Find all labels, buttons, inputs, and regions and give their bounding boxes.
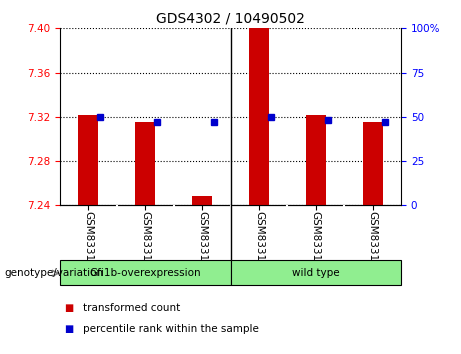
Text: GSM833178: GSM833178 (83, 211, 94, 274)
Text: GSM833179: GSM833179 (311, 211, 321, 274)
Text: GSM833181: GSM833181 (367, 211, 378, 274)
Bar (230, 260, 401, 285)
Bar (135, 122, 155, 205)
Text: GSM833177: GSM833177 (254, 211, 264, 274)
Text: GSM833180: GSM833180 (140, 211, 150, 274)
Title: GDS4302 / 10490502: GDS4302 / 10490502 (156, 12, 305, 26)
Bar (192, 196, 212, 205)
Bar (60, 260, 230, 285)
Text: percentile rank within the sample: percentile rank within the sample (83, 324, 259, 334)
Text: wild type: wild type (292, 268, 340, 278)
Text: transformed count: transformed count (83, 303, 180, 313)
Text: ■: ■ (65, 324, 74, 334)
Bar (249, 28, 269, 205)
Text: Gfi1b-overexpression: Gfi1b-overexpression (89, 268, 201, 278)
Text: ■: ■ (65, 303, 74, 313)
Text: GSM833182: GSM833182 (197, 211, 207, 274)
Bar (306, 115, 326, 205)
Text: genotype/variation: genotype/variation (5, 268, 104, 278)
Bar (363, 122, 383, 205)
Bar (78, 115, 98, 205)
